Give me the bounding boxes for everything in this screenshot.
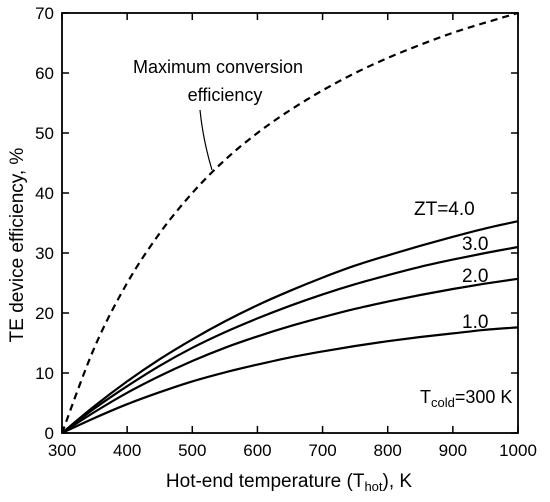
x-tick-label: 300 (48, 441, 76, 460)
series-label-1-0: 1.0 (462, 312, 488, 333)
series-labels: ZT=4.0 3.0 2.0 1.0 Maximum conversion efficie… (133, 57, 488, 333)
y-tick-label: 70 (35, 4, 54, 23)
series-line-3-0 (61, 245, 519, 434)
tcold-tail: =300 K (455, 387, 513, 407)
tcold-annotation: Tcold=300 K (420, 387, 512, 410)
x-tick-label: 1000 (499, 441, 537, 460)
y-tick-label: 10 (35, 364, 54, 383)
max-efficiency-leader-line (199, 109, 213, 171)
y-tick-label: 30 (35, 244, 54, 263)
x-axis-label-tail: ), K (383, 471, 413, 492)
series-label-2-0: 2.0 (462, 266, 488, 287)
max-efficiency-label-line1: Maximum conversion (133, 57, 303, 77)
x-tick-label: 400 (113, 441, 141, 460)
max-efficiency-label-line2: efficiency (188, 85, 263, 105)
x-tick-label: 500 (178, 441, 206, 460)
y-tick-label: 40 (35, 184, 54, 203)
series-line-2-0 (61, 277, 519, 434)
plot-area (61, 12, 519, 434)
y-axis-label: TE device efficiency, % (7, 148, 28, 343)
series-lines (60, 11, 519, 434)
tcold-sub: cold (431, 395, 455, 410)
series-label-zt-4-0: ZT=4.0 (414, 199, 475, 220)
y-tick-label: 20 (35, 304, 54, 323)
series-line-maximum-conversion-efficiency (60, 11, 519, 434)
y-tick-label: 50 (35, 124, 54, 143)
tcold-main: T (420, 387, 431, 407)
x-axis-label-main: Hot-end temperature (T (166, 471, 365, 492)
x-tick-label: 600 (243, 441, 271, 460)
series-line-1-0 (61, 326, 519, 434)
y-tick-label: 60 (35, 64, 54, 83)
x-axis-label: Hot-end temperature (Thot), K (166, 471, 412, 494)
series-label-3-0: 3.0 (462, 234, 488, 255)
x-tick-label: 800 (374, 441, 402, 460)
x-tick-label: 700 (308, 441, 336, 460)
x-tick-label: 900 (439, 441, 467, 460)
x-axis-label-sub: hot (364, 479, 382, 494)
y-tick-label: 0 (45, 424, 54, 443)
series-line-zt-4-0 (61, 220, 519, 434)
plot-frame (61, 12, 519, 434)
axis-ticks: 300 400 500 600 700 800 900 1000 0 10 20 30 40 50 60 70 (35, 4, 537, 460)
